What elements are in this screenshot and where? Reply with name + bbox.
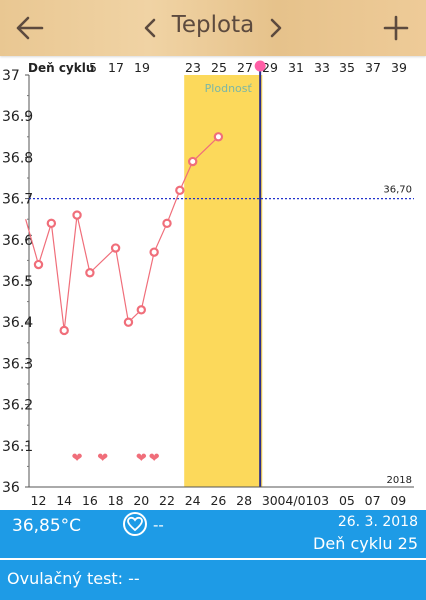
top-axis-tick-label: 25 bbox=[211, 60, 227, 75]
chevron-left-icon bbox=[144, 18, 156, 38]
temperature-point[interactable] bbox=[187, 156, 198, 167]
top-axis-tick-label: 39 bbox=[391, 60, 407, 75]
heart-circle-icon[interactable] bbox=[123, 512, 147, 536]
temperature-point[interactable] bbox=[46, 218, 57, 229]
temperature-point[interactable] bbox=[123, 317, 134, 327]
add-button[interactable] bbox=[376, 8, 416, 48]
top-axis-tick-label: 29 bbox=[262, 60, 278, 75]
info-bar: 36,85°C -- 26. 3. 2018 Deň cyklu 25 bbox=[0, 510, 426, 558]
plus-icon bbox=[383, 15, 409, 41]
heart-value: -- bbox=[153, 516, 164, 534]
cycle-day: Deň cyklu 25 bbox=[313, 534, 418, 553]
heart-marker: ❤ bbox=[149, 451, 160, 466]
temperature-value: 36,85°C bbox=[12, 516, 82, 536]
today-marker-dot[interactable] bbox=[254, 60, 266, 72]
bottom-axis-tick-label: 20 bbox=[133, 493, 149, 508]
cycle-day-label: Deň cyklu bbox=[28, 61, 94, 75]
ovulation-test-label: Ovulačný test: -- bbox=[7, 569, 140, 588]
top-axis-tick-label: 31 bbox=[288, 60, 304, 75]
top-axis-tick-label: 35 bbox=[339, 60, 355, 75]
temperature-point[interactable] bbox=[136, 305, 146, 315]
heart-icon bbox=[127, 516, 143, 532]
bottom-axis-tick-label: 04/01 bbox=[277, 493, 313, 508]
bottom-axis-tick-label: 24 bbox=[185, 493, 201, 508]
y-tick-label: 36.8 bbox=[2, 150, 33, 166]
page-title: Teplota bbox=[171, 12, 255, 38]
previous-button[interactable] bbox=[130, 8, 170, 48]
y-tick-label: 36 bbox=[2, 480, 20, 496]
chevron-right-icon bbox=[270, 18, 282, 38]
top-axis-tick-label: 27 bbox=[237, 60, 253, 75]
fertile-window-label: Plodnosť bbox=[205, 82, 253, 95]
next-button[interactable] bbox=[256, 8, 296, 48]
bottom-axis-tick-label: 26 bbox=[210, 493, 226, 508]
temperature-point[interactable] bbox=[213, 132, 224, 142]
bottom-axis-tick-label: 30 bbox=[262, 493, 278, 508]
temperature-point[interactable] bbox=[33, 259, 44, 270]
y-tick-label: 36.7 bbox=[2, 192, 33, 208]
temperature-point[interactable] bbox=[162, 218, 172, 229]
bottom-axis-tick-label: 03 bbox=[313, 493, 329, 508]
bottom-axis-tick-label: 09 bbox=[390, 493, 406, 508]
reference-line-label: 36,70 bbox=[383, 185, 412, 196]
y-tick-label: 37 bbox=[2, 68, 20, 84]
bottom-axis-tick-label: 14 bbox=[56, 493, 72, 508]
temperature-point[interactable] bbox=[149, 247, 159, 257]
heart-marker: ❤ bbox=[97, 451, 108, 466]
top-bar: Teplota bbox=[0, 0, 426, 56]
top-axis-tick-label: 37 bbox=[365, 60, 381, 75]
temperature-chart[interactable]: 37 36.9 36.8 36.7 36.6 36.5 36.4 36.3 36.2 36.1 36… bbox=[0, 56, 426, 510]
temperature-point[interactable] bbox=[85, 268, 95, 278]
y-tick-label: 36.1 bbox=[2, 439, 33, 455]
y-tick-label: 36.9 bbox=[2, 109, 33, 125]
y-tick-label: 36.6 bbox=[2, 233, 33, 249]
ovulation-test-row[interactable]: Ovulačný test: -- bbox=[0, 560, 426, 600]
y-tick-label: 36.5 bbox=[2, 274, 33, 290]
top-axis-tick-label: 23 bbox=[185, 60, 201, 75]
back-button[interactable] bbox=[10, 8, 50, 48]
temperature-point[interactable] bbox=[72, 210, 82, 220]
selected-date: 26. 3. 2018 bbox=[337, 514, 418, 530]
y-tick-label: 36.2 bbox=[2, 398, 33, 414]
fertile-window bbox=[184, 75, 263, 487]
top-axis-tick-label: 33 bbox=[314, 60, 330, 75]
bottom-axis-tick-label: 28 bbox=[236, 493, 252, 508]
temperature-point[interactable] bbox=[110, 243, 121, 253]
bottom-axis-tick-label: 07 bbox=[365, 493, 381, 508]
bottom-axis-tick-label: 22 bbox=[159, 493, 175, 508]
temperature-point[interactable] bbox=[175, 185, 185, 196]
y-tick-label: 36.4 bbox=[2, 315, 33, 331]
heart-marker: ❤ bbox=[136, 451, 147, 466]
bottom-axis-tick-label: 05 bbox=[339, 493, 355, 508]
year-label: 2018 bbox=[387, 475, 412, 486]
bottom-axis-tick-label: 12 bbox=[31, 493, 47, 508]
bottom-axis-tick-label: 16 bbox=[82, 493, 98, 508]
top-axis-tick-label: 19 bbox=[134, 60, 150, 75]
temperature-line bbox=[25, 136, 219, 331]
arrow-left-icon bbox=[16, 16, 44, 40]
top-axis-tick-label: 17 bbox=[108, 60, 124, 75]
y-tick-label: 36.3 bbox=[2, 356, 33, 372]
bottom-axis-tick-label: 18 bbox=[108, 493, 124, 508]
temperature-point[interactable] bbox=[59, 325, 69, 336]
heart-marker: ❤ bbox=[72, 451, 83, 466]
top-axis-tick-label: 5 bbox=[89, 60, 97, 75]
